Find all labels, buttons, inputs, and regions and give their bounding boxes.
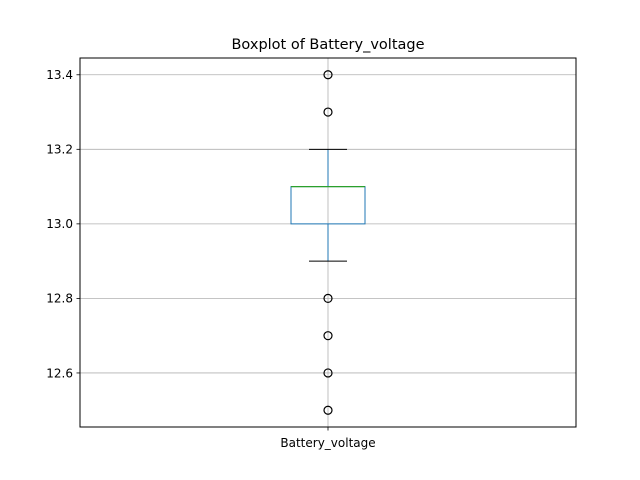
y-tick-label: 12.6 xyxy=(46,366,73,380)
y-tick-label: 12.8 xyxy=(46,292,73,306)
outlier-point xyxy=(323,368,333,378)
x-axis-ticks: Battery_voltage xyxy=(280,427,376,450)
outlier-point xyxy=(323,405,333,415)
outlier-point xyxy=(323,331,333,341)
outlier-point xyxy=(323,293,333,304)
y-axis-ticks: 12.6 12.8 13.0 13.2 13.4 xyxy=(46,68,80,380)
y-tick-label: 13.0 xyxy=(46,217,73,231)
y-tick-label: 13.2 xyxy=(46,143,73,157)
y-tick-label: 13.4 xyxy=(46,68,73,82)
outlier-point xyxy=(323,70,333,80)
box-elements xyxy=(290,148,366,262)
x-tick-label: Battery_voltage xyxy=(280,436,375,450)
outlier-points xyxy=(323,70,333,415)
outlier-point xyxy=(323,107,333,117)
chart-title: Boxplot of Battery_voltage xyxy=(231,37,424,53)
